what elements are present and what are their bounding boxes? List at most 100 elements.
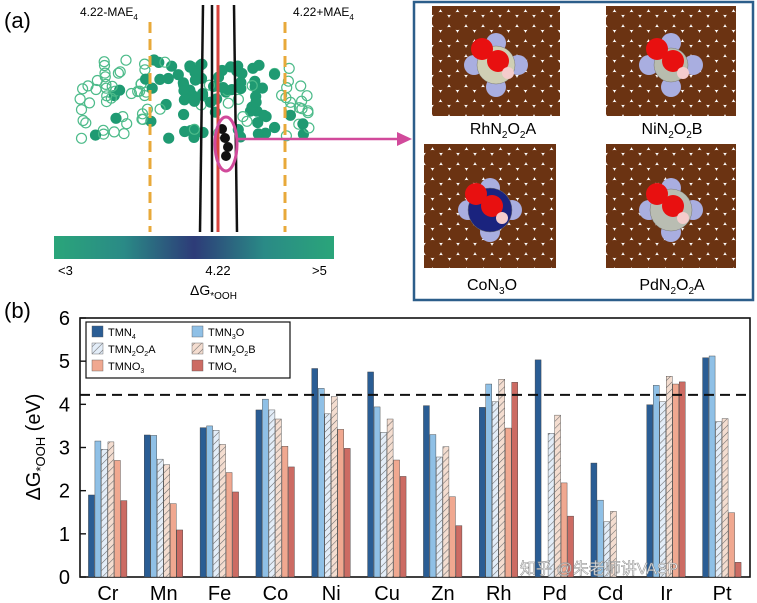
- carbon-atom: [673, 150, 692, 168]
- scatter-point: [139, 58, 151, 70]
- legend-label-sub: 2: [232, 351, 236, 358]
- carbon-atom: [500, 225, 518, 243]
- carbon-atom: [716, 87, 734, 105]
- carbon-atom: [622, 240, 641, 258]
- scatter-point: [217, 81, 229, 94]
- carbon-atom: [432, 72, 450, 90]
- carbon-atom: [499, 102, 518, 116]
- scatter-point: [100, 95, 113, 108]
- scatter-point: [222, 97, 234, 109]
- bar-hatch: [610, 511, 617, 577]
- carbon-atom: [707, 210, 726, 228]
- bar-tmn4-ni: [311, 368, 318, 578]
- carbon-atom: [457, 240, 476, 258]
- carbon-atom: [440, 240, 459, 258]
- carbon-atom: [559, 61, 560, 71]
- structure-4-main: PdN: [639, 277, 670, 294]
- scatter-point: [297, 118, 309, 130]
- bar-tmn3o-mn: [150, 435, 157, 578]
- structure-4-mid: O: [676, 277, 688, 294]
- carbon-atom: [716, 165, 734, 183]
- carbon-atom: [500, 255, 518, 268]
- carbon-atom: [440, 57, 458, 75]
- carbon-atom: [525, 150, 544, 168]
- legend-label-main: TMNO: [108, 361, 141, 373]
- scatter-point: [188, 95, 200, 107]
- structure-2-main: NiN: [642, 121, 669, 138]
- scatter-point: [136, 113, 148, 125]
- legend-swatch: [91, 359, 104, 372]
- carbon-atom: [606, 240, 624, 258]
- bar-tmn4-co: [255, 409, 263, 578]
- highlight-point: [221, 151, 231, 161]
- carbon-atom: [631, 27, 649, 45]
- y-tick-label: 3: [59, 438, 70, 460]
- scatter-point: [253, 59, 265, 71]
- carbon-atom: [665, 6, 683, 15]
- carbon-atom: [656, 240, 675, 258]
- carbon-atom: [699, 6, 717, 15]
- scatter-point: [252, 116, 264, 129]
- carbon-atom: [622, 210, 641, 228]
- carbon-atom: [551, 144, 556, 153]
- panel-a: (a) 4.22-MAE4 4.22+MAE4 <3 4.22 >5 ΔG*OO…: [4, 0, 755, 302]
- carbon-atom: [542, 180, 556, 198]
- carbon-atom: [517, 225, 535, 243]
- carbon-atom: [631, 6, 649, 15]
- carbon-atom: [606, 150, 624, 168]
- scatter-point: [281, 81, 293, 94]
- legend-label: TMN2O2B: [208, 344, 256, 358]
- bar-hatch: [659, 401, 666, 577]
- colorbar-min-label: <3: [58, 263, 73, 278]
- carbon-atom: [690, 180, 709, 198]
- carbon-atom: [648, 6, 666, 15]
- carbon-atom: [707, 180, 726, 198]
- bar-hatch: [219, 444, 226, 577]
- bar-tmno3-ni: [337, 429, 344, 578]
- carbon-atom: [622, 12, 641, 30]
- carbon-atom: [682, 165, 700, 183]
- carbon-atom: [424, 165, 433, 183]
- left-line-label-sub: 4: [133, 13, 138, 22]
- right-line-label-sub: 4: [349, 13, 354, 22]
- legend-label-sub: 3: [140, 368, 144, 375]
- scatter-point: [235, 82, 247, 95]
- carbon-atom: [699, 87, 717, 105]
- carbon-atom: [559, 91, 560, 101]
- carbon-atom: [432, 57, 441, 75]
- scatter-point: [100, 82, 112, 94]
- carbon-atom: [424, 240, 442, 258]
- carbon-atom: [733, 197, 736, 211]
- highlight-point: [223, 142, 233, 152]
- carbon-atom: [724, 12, 736, 30]
- scatter-point: [269, 121, 281, 134]
- carbon-atom: [457, 87, 475, 105]
- scatter-point: [246, 79, 258, 92]
- bar-hatch: [722, 418, 729, 577]
- carbon-atom: [466, 165, 484, 183]
- scatter-point: [121, 118, 133, 130]
- bar-tmo4-cu: [399, 476, 407, 578]
- legend-label-tail: O: [136, 344, 145, 356]
- legend-label-main: TMN: [108, 344, 132, 356]
- structure-label-4: PdN2O2A: [639, 277, 705, 297]
- bar-hatch: [387, 419, 394, 577]
- carbon-atom: [491, 240, 510, 258]
- carbon-atom: [542, 57, 560, 75]
- carbon-atom: [432, 195, 450, 213]
- structure-2-s1: 2: [668, 130, 674, 141]
- carbon-atom: [491, 6, 509, 15]
- bar-hatch: [498, 379, 505, 577]
- carbon-atom: [716, 6, 734, 15]
- carbon-atom: [449, 225, 467, 243]
- bar-tmn3o-ir: [653, 385, 660, 578]
- carbon-atom: [516, 72, 535, 90]
- scatter-point: [295, 80, 307, 92]
- carbon-atom: [724, 42, 736, 60]
- panel-a-axis-label-sub: *OOH: [210, 291, 237, 302]
- colorbar: [54, 236, 334, 259]
- carbon-atom: [474, 240, 493, 258]
- carbon-atom: [440, 87, 458, 105]
- bar-hatch: [380, 432, 387, 577]
